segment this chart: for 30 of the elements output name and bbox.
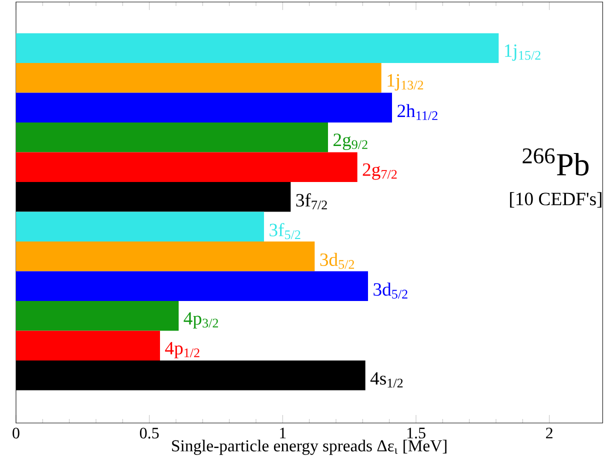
x-axis-title: Single-particle energy spreads Δε$_{ι}$ [MeV] (172, 440, 446, 455)
bar (16, 122, 328, 152)
annotation: 3d$_{5/2}$ (374, 282, 408, 299)
annotation: 4p$_{3/2}$ (184, 312, 218, 328)
annotation: 1j$_{13/2}$ (388, 74, 424, 90)
annotation: 4s$_{1/2}$ (370, 372, 403, 388)
bar (16, 152, 358, 182)
x-tick-label: 0.5 (140, 428, 159, 439)
annotation: 2g$_{9/2}$ (334, 134, 368, 150)
annotation: 2h$_{11/2}$ (398, 104, 438, 120)
x-tick-label: 1.5 (407, 428, 426, 439)
annotation: 3d$_{5/2}$ (320, 252, 354, 269)
annotation: 3f$_{5/2}$ (270, 223, 300, 240)
x-tick-label: 0 (12, 428, 20, 439)
annotation: [10 CEDF's] (510, 192, 602, 208)
bar (16, 242, 315, 272)
bar (16, 330, 160, 361)
bar (16, 33, 499, 63)
annotation: 3f$_{7/2}$ (296, 193, 327, 210)
annotation: 1j$_{15/2}$ (505, 44, 540, 61)
bar (16, 301, 179, 331)
annotation: 2g$_{7/2}$ (362, 163, 397, 180)
bar (16, 92, 392, 122)
bar (16, 212, 264, 242)
x-tick-label: 1 (280, 428, 286, 438)
annotation: $^{266}$Pb (522, 148, 589, 176)
x-tick-label: 2 (546, 428, 552, 438)
bar (16, 63, 382, 93)
annotation: 4p$_{1/2}$ (165, 342, 200, 358)
bar (16, 271, 368, 302)
